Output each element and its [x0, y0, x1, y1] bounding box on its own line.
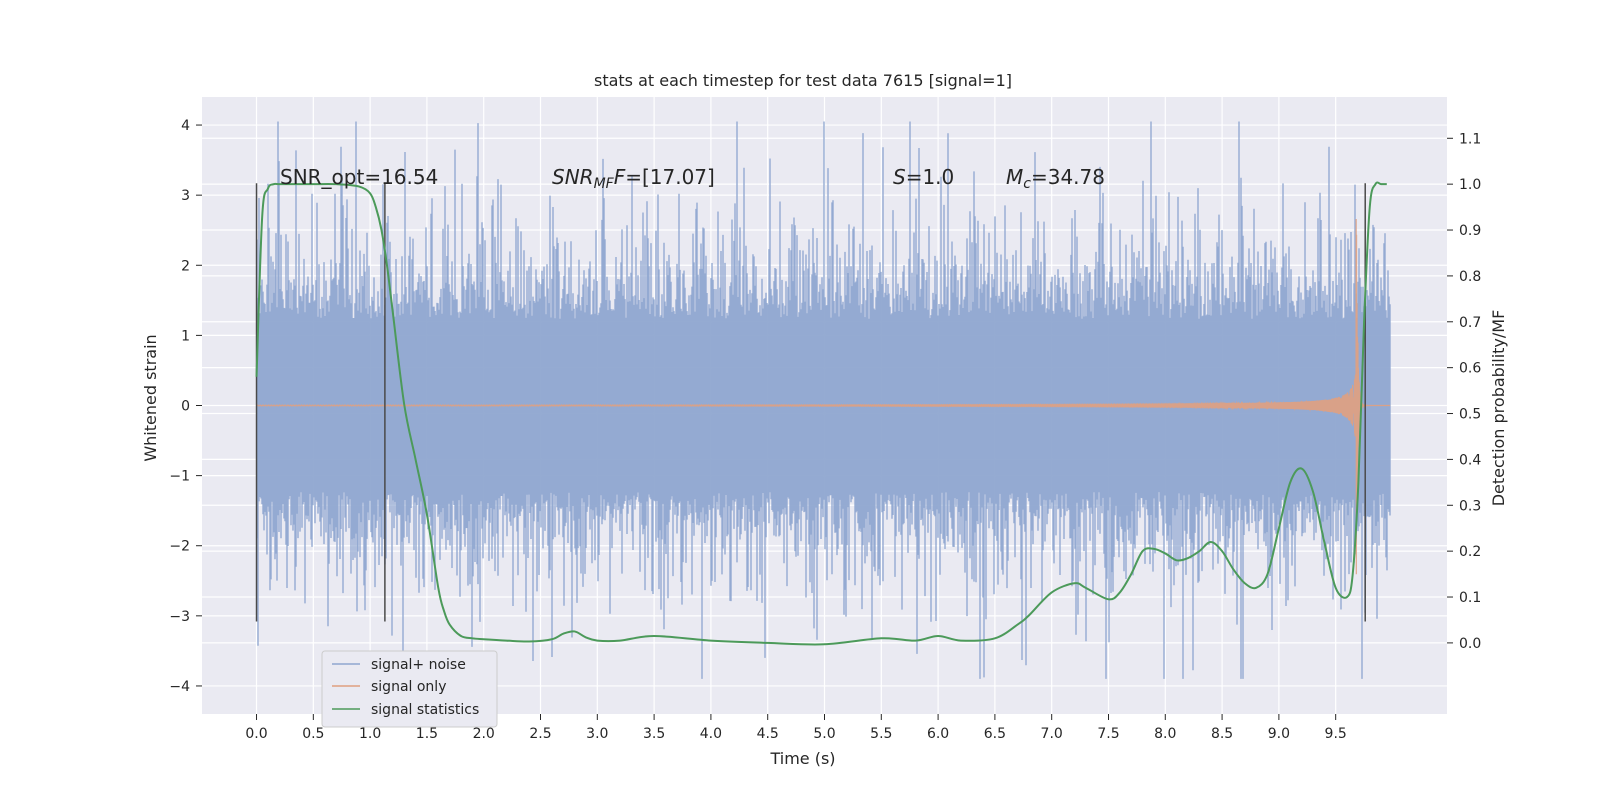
y-right-tick-label: 0.5	[1459, 407, 1481, 423]
y-tick-label: −2	[169, 539, 190, 555]
x-tick-label: 7.0	[1041, 726, 1063, 742]
y-tick-label: 0	[181, 399, 190, 415]
x-tick-label: 3.5	[643, 726, 665, 742]
y-right-axis-ticks: 1.1 1.0 0.9 0.8 0.7 0.6 0.5 0.4 0.3 0.2 0.1 0.0	[1447, 131, 1481, 652]
x-tick-label: 9.5	[1325, 726, 1347, 742]
snr-mf-annotation: SNRMFF=[17.07]	[552, 165, 715, 192]
x-tick-label: 0.5	[302, 726, 324, 742]
y-axis-ticks: 4 3 2 1 0 −1 −2 −3 −4	[169, 118, 202, 695]
legend-label-noise: signal+ noise	[371, 657, 466, 673]
x-tick-label: 2.0	[473, 726, 495, 742]
y-right-tick-label: 1.0	[1459, 177, 1481, 193]
x-axis-label: Time (s)	[769, 749, 835, 768]
x-tick-label: 8.5	[1211, 726, 1233, 742]
x-tick-label: 6.5	[984, 726, 1006, 742]
x-tick-label: 7.5	[1097, 726, 1119, 742]
x-tick-label: 8.0	[1154, 726, 1176, 742]
x-tick-label: 4.0	[700, 726, 722, 742]
y-right-tick-label: 0.1	[1459, 590, 1481, 606]
y-right-tick-label: 0.0	[1459, 636, 1481, 652]
y-tick-label: −1	[169, 469, 190, 485]
y-right-axis-label: Detection probability/MF	[1489, 310, 1508, 507]
legend-label-stats: signal statistics	[371, 702, 479, 718]
y-right-tick-label: 0.9	[1459, 223, 1481, 239]
signal-statistics-series	[255, 181, 1387, 646]
signal-only-trace	[256, 218, 1391, 575]
x-tick-label: 2.5	[529, 726, 551, 742]
x-tick-label: 3.0	[586, 726, 608, 742]
x-tick-label: 4.5	[757, 726, 779, 742]
y-right-tick-label: 0.2	[1459, 544, 1481, 560]
legend: signal+ noise signal only signal statist…	[321, 650, 498, 728]
s-annotation: S=1.0	[893, 165, 954, 189]
x-tick-label: 1.0	[359, 726, 381, 742]
x-tick-label: 5.0	[813, 726, 835, 742]
y-tick-label: −3	[169, 609, 190, 625]
signal-statistics-line	[255, 181, 1387, 646]
x-tick-label: 1.5	[416, 726, 438, 742]
x-tick-label: 5.5	[870, 726, 892, 742]
y-tick-label: 4	[181, 118, 190, 134]
mc-annotation: Mc=34.78	[1006, 165, 1105, 192]
x-tick-label: 0.0	[245, 726, 267, 742]
y-right-tick-label: 0.4	[1459, 452, 1481, 468]
y-right-tick-label: 1.1	[1459, 131, 1481, 147]
y-tick-label: 1	[181, 328, 190, 344]
y-axis-label: Whitened strain	[141, 334, 160, 461]
legend-box	[321, 650, 498, 728]
y-right-tick-label: 0.8	[1459, 269, 1481, 285]
chart-title: stats at each timestep for test data 761…	[594, 71, 1012, 90]
snr-opt-annotation: SNR_opt=16.54	[280, 165, 438, 189]
y-right-tick-label: 0.3	[1459, 498, 1481, 514]
y-right-tick-label: 0.7	[1459, 315, 1481, 331]
x-tick-label: 6.0	[927, 726, 949, 742]
y-tick-label: 3	[181, 188, 190, 204]
y-tick-label: 2	[181, 258, 190, 274]
y-right-tick-label: 0.6	[1459, 361, 1481, 377]
y-tick-label: −4	[169, 679, 190, 695]
signal-only-series	[256, 218, 1391, 575]
legend-label-signal: signal only	[371, 679, 446, 695]
x-axis-ticks: 0.0 0.5 1.0 1.5 2.0 2.5 3.0 3.5 4.0 4.5 5.0 5.5 6.0 6…	[245, 714, 1347, 742]
x-tick-label: 9.0	[1268, 726, 1290, 742]
